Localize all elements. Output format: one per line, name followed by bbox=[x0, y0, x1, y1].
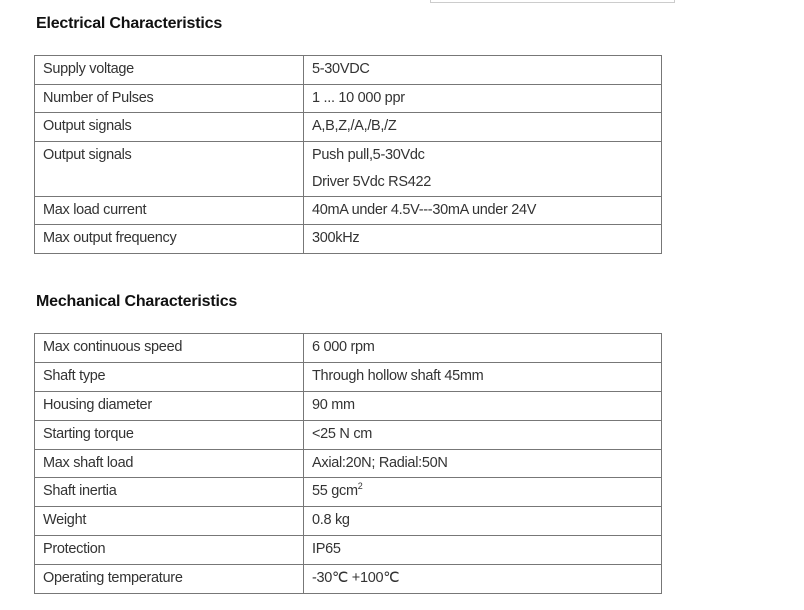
spec-value-line: 90 mm bbox=[312, 396, 355, 413]
spec-value-line: -30℃ +100℃ bbox=[312, 570, 400, 587]
spec-value-line: <25 N cm bbox=[312, 425, 373, 442]
table-row: Max shaft load Axial:20N; Radial:50N bbox=[34, 448, 662, 479]
spec-label: Max load current bbox=[34, 195, 304, 225]
mechanical-title: Mechanical Characteristics bbox=[36, 293, 238, 310]
spec-value-line: 40mA under 4.5V---30mA under 24V bbox=[312, 201, 537, 218]
spec-label: Shaft inertia bbox=[34, 477, 304, 508]
table-row: Housing diameter 90 mm bbox=[34, 390, 662, 421]
spec-value: 5-30VDC bbox=[303, 55, 662, 85]
spec-value-line: 6 000 rpm bbox=[312, 339, 375, 355]
spec-value-line: 1 ... 10 000 ppr bbox=[312, 89, 405, 106]
spec-label: Number of Pulses bbox=[34, 83, 304, 113]
mechanical-table: Max continuous speed 6 000 rpm Shaft type T… bbox=[34, 333, 662, 595]
table-row: Operating temperature -30℃ +100℃ bbox=[34, 564, 662, 595]
table-row: Max output frequency 300kHz bbox=[34, 224, 662, 254]
table-row: Output signals Push pull,5-30Vdc Driver 5V… bbox=[34, 140, 662, 197]
spec-label: Starting torque bbox=[34, 419, 304, 450]
spec-value-line: 5-30VDC bbox=[312, 61, 370, 77]
electrical-table: Supply voltage 5-30VDC Number of Pulses 1 .… bbox=[34, 55, 662, 254]
spec-value: 55 gcm2 bbox=[303, 477, 662, 508]
spec-value: <25 N cm bbox=[303, 419, 662, 450]
spec-value-line: Through hollow shaft 45mm bbox=[312, 367, 484, 384]
table-row: Max continuous speed 6 000 rpm bbox=[34, 333, 662, 363]
spec-value: Axial:20N; Radial:50N bbox=[303, 448, 662, 479]
spec-value-line: 0.8 kg bbox=[312, 512, 350, 529]
partial-top-box bbox=[430, 0, 675, 3]
spec-value: 1 ... 10 000 ppr bbox=[303, 83, 662, 113]
table-row: Protection IP65 bbox=[34, 535, 662, 566]
spec-value: IP65 bbox=[303, 535, 662, 566]
spec-value-line: Push pull,5-30Vdc bbox=[312, 146, 425, 163]
spec-value: 6 000 rpm bbox=[303, 333, 662, 363]
table-row: Number of Pulses 1 ... 10 000 ppr bbox=[34, 83, 662, 113]
spec-value: 300kHz bbox=[303, 224, 662, 254]
spec-value: 40mA under 4.5V---30mA under 24V bbox=[303, 195, 662, 225]
spec-label: Weight bbox=[34, 506, 304, 537]
spec-value-line: Axial:20N; Radial:50N bbox=[312, 454, 448, 471]
spec-value-line: IP65 bbox=[312, 541, 341, 558]
superscript: 2 bbox=[357, 481, 363, 492]
table-row: Supply voltage 5-30VDC bbox=[34, 55, 662, 85]
spec-label: Max continuous speed bbox=[34, 333, 304, 363]
spec-label: Protection bbox=[34, 535, 304, 566]
electrical-title: Electrical Characteristics bbox=[36, 15, 223, 32]
spec-value: 90 mm bbox=[303, 390, 662, 421]
table-row: Weight 0.8 kg bbox=[34, 506, 662, 537]
table-row: Starting torque <25 N cm bbox=[34, 419, 662, 450]
spec-label: Output signals bbox=[34, 112, 304, 142]
table-row: Max load current 40mA under 4.5V---30mA u… bbox=[34, 195, 662, 225]
spec-value: Push pull,5-30Vdc Driver 5Vdc RS422 bbox=[303, 140, 662, 197]
spec-label: Max shaft load bbox=[34, 448, 304, 479]
spec-label: Housing diameter bbox=[34, 390, 304, 421]
spec-label: Max output frequency bbox=[34, 224, 304, 254]
spec-label: Operating temperature bbox=[34, 564, 304, 595]
spec-value: -30℃ +100℃ bbox=[303, 564, 662, 595]
table-row: Shaft type Through hollow shaft 45mm bbox=[34, 361, 662, 392]
spec-value: 0.8 kg bbox=[303, 506, 662, 537]
spec-value-line: 300kHz bbox=[312, 230, 360, 246]
spec-value-line: Driver 5Vdc RS422 bbox=[312, 173, 432, 190]
table-row: Shaft inertia 55 gcm2 bbox=[34, 477, 662, 508]
spec-label: Supply voltage bbox=[34, 55, 304, 85]
spec-label: Shaft type bbox=[34, 361, 304, 392]
spec-value-line: 55 gcm bbox=[312, 483, 358, 500]
table-row: Output signals A,B,Z,/A,/B,/Z bbox=[34, 112, 662, 142]
spec-value-line: A,B,Z,/A,/B,/Z bbox=[312, 118, 397, 134]
spec-value: A,B,Z,/A,/B,/Z bbox=[303, 112, 662, 142]
spec-value: Through hollow shaft 45mm bbox=[303, 361, 662, 392]
spec-label: Output signals bbox=[34, 140, 304, 197]
